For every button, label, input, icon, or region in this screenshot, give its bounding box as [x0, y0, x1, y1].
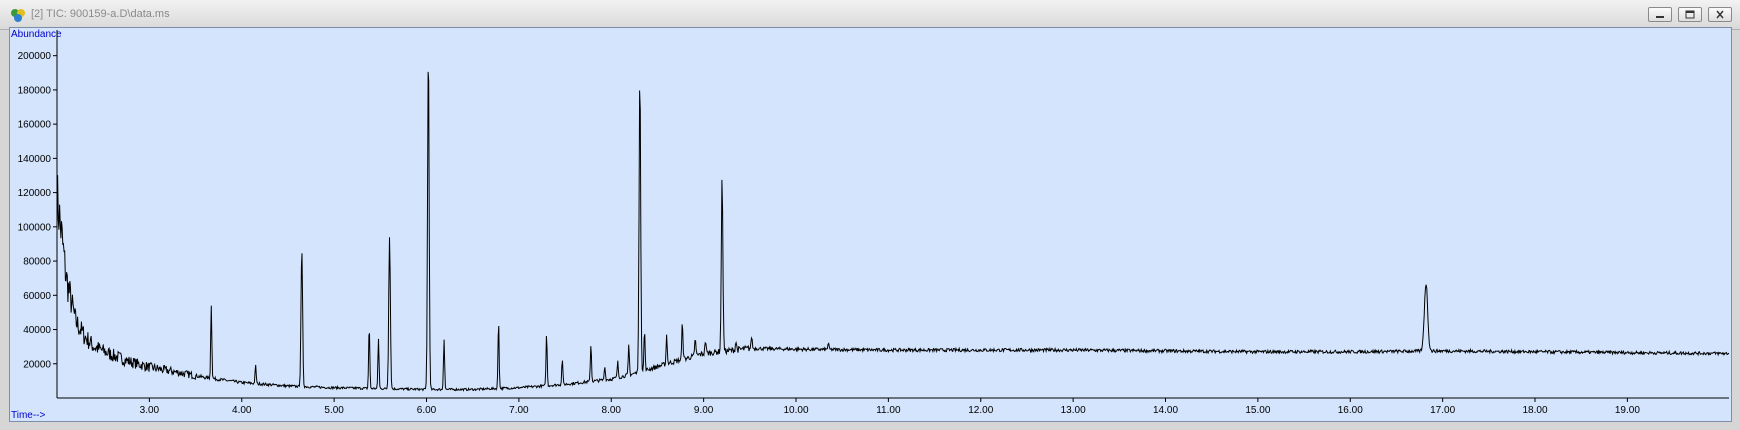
- y-axis-ticks: 20000 40000 60000 80000 100000 120000 140000 16…: [18, 51, 57, 370]
- x-tick-label: 7.00: [509, 405, 529, 416]
- x-axis-ticks: 3.00 4.00 5.00 6.00 7.00 8.00 9.00 10.00 11.00 12…: [140, 398, 1640, 416]
- tic-chromatogram-chart[interactable]: Abundance Time--> 20000 40000 60000 80000 10…: [9, 27, 1732, 422]
- x-tick-label: 17.00: [1430, 405, 1455, 416]
- x-tick-label: 18.00: [1522, 405, 1547, 416]
- plot-area[interactable]: [9, 27, 1732, 422]
- x-tick-label: 11.00: [876, 405, 901, 416]
- restore-icon: [1685, 10, 1695, 19]
- y-tick-label: 60000: [23, 291, 51, 302]
- y-tick-label: 40000: [23, 325, 51, 336]
- chromatogram-app-icon: [11, 9, 25, 22]
- x-axis-title: Time-->: [11, 410, 46, 421]
- minimize-icon: [1656, 16, 1664, 18]
- x-tick-label: 19.00: [1615, 405, 1640, 416]
- x-tick-label: 3.00: [140, 405, 160, 416]
- y-tick-label: 120000: [18, 188, 52, 199]
- x-tick-label: 6.00: [417, 405, 437, 416]
- axes: [56, 30, 1729, 399]
- x-tick-label: 12.00: [968, 405, 993, 416]
- tic-trace-line: [56, 71, 1730, 392]
- x-tick-label: 14.00: [1153, 405, 1178, 416]
- x-tick-label: 5.00: [324, 405, 344, 416]
- x-tick-label: 10.00: [783, 405, 808, 416]
- x-tick-label: 4.00: [232, 405, 252, 416]
- x-tick-label: 9.00: [694, 405, 714, 416]
- window-title: [2] TIC: 900159-a.D\data.ms: [31, 8, 170, 20]
- minimize-button[interactable]: [1648, 7, 1672, 22]
- y-axis-title: Abundance: [11, 29, 62, 40]
- x-tick-label: 15.00: [1245, 405, 1270, 416]
- y-tick-label: 20000: [23, 359, 51, 370]
- x-tick-label: 13.00: [1061, 405, 1086, 416]
- y-tick-label: 200000: [18, 51, 52, 62]
- title-bar[interactable]: [2] TIC: 900159-a.D\data.ms: [0, 0, 1740, 30]
- x-tick-label: 16.00: [1338, 405, 1363, 416]
- y-tick-label: 100000: [18, 222, 52, 233]
- close-icon: [1716, 10, 1724, 19]
- y-tick-label: 80000: [23, 257, 51, 268]
- y-tick-label: 140000: [18, 154, 52, 165]
- y-tick-label: 160000: [18, 120, 52, 131]
- restore-button[interactable]: [1678, 7, 1702, 22]
- close-button[interactable]: [1708, 7, 1732, 22]
- y-tick-label: 180000: [18, 85, 52, 96]
- x-tick-label: 8.00: [602, 405, 622, 416]
